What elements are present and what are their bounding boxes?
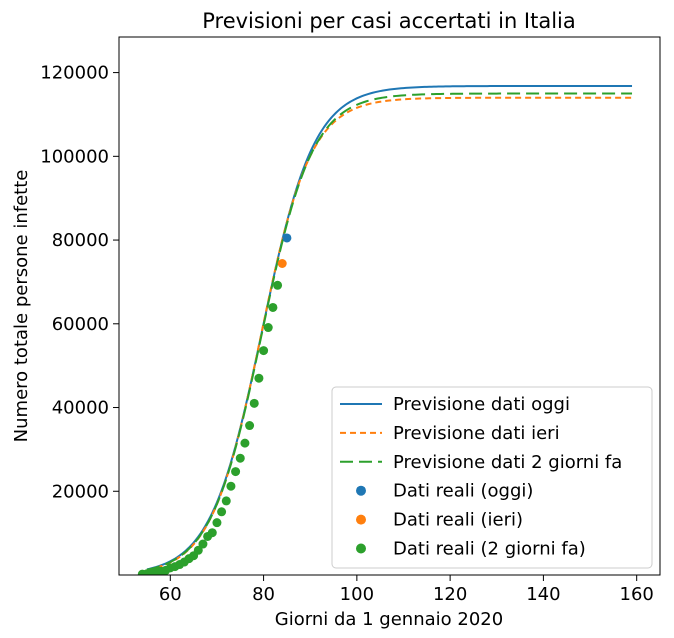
data-point-series-3 xyxy=(240,438,250,448)
data-point-series-3 xyxy=(221,496,231,506)
legend-marker-swatch xyxy=(356,543,366,554)
data-point-series-3 xyxy=(207,528,217,538)
x-tick-label: 100 xyxy=(340,584,374,605)
legend-label: Previsione dati oggi xyxy=(393,394,570,415)
y-tick-label: 60000 xyxy=(52,314,109,335)
axes-frame xyxy=(118,36,661,576)
data-point-series-3 xyxy=(273,280,283,290)
legend: Previsione dati oggi Previsione dati ieri… xyxy=(331,386,653,569)
forecast-line-3 xyxy=(146,92,633,571)
forecast-line-2 xyxy=(146,96,633,571)
x-tick-label: 140 xyxy=(526,584,560,605)
x-tick-label: 60 xyxy=(159,584,182,605)
x-tick-label: 120 xyxy=(433,584,467,605)
legend-label: Previsione dati ieri xyxy=(393,423,560,444)
data-point-series-3 xyxy=(259,346,269,356)
data-point-series-3 xyxy=(231,467,241,477)
y-axis-label: Numero totale persone infette xyxy=(11,170,32,443)
legend-label: Dati reali (oggi) xyxy=(393,481,533,502)
legend-label: Dati reali (2 giorni fa) xyxy=(393,539,586,560)
chart-title: Previsioni per casi accertati in Italia xyxy=(202,9,576,33)
data-point-series-3 xyxy=(263,323,273,333)
data-point-series-3 xyxy=(254,373,264,383)
data-point-series-3 xyxy=(249,398,259,408)
x-axis-label: Giorni da 1 gennaio 2020 xyxy=(275,609,503,630)
y-tick-label: 100000 xyxy=(40,146,109,167)
data-point-series-3 xyxy=(268,302,278,312)
plot-area xyxy=(137,84,633,575)
data-point-series-3 xyxy=(193,545,203,555)
axes: 60 80 100 120 140 160 20000 40000 60000 80000 1000… xyxy=(40,36,661,605)
data-point-series-3 xyxy=(217,507,227,517)
x-tick-label: 160 xyxy=(620,584,654,605)
y-tick-label: 120000 xyxy=(40,63,109,84)
data-point-series-3 xyxy=(212,518,222,528)
y-tick-label: 40000 xyxy=(52,398,109,419)
y-tick-label: 20000 xyxy=(52,481,109,502)
legend-marker-swatch xyxy=(356,485,366,496)
data-point-series-1 xyxy=(282,233,292,243)
y-tick-label: 80000 xyxy=(52,230,109,251)
legend-label: Previsione dati 2 giorni fa xyxy=(393,452,622,473)
plot-content xyxy=(137,84,633,575)
data-point-series-3 xyxy=(198,539,208,549)
legend-marker-swatch xyxy=(356,514,366,525)
data-point-series-3 xyxy=(226,481,236,491)
legend-label: Dati reali (ieri) xyxy=(393,510,523,531)
data-point-series-2 xyxy=(277,259,287,268)
data-point-series-3 xyxy=(235,453,245,463)
x-tick-label: 80 xyxy=(252,584,275,605)
data-point-series-3 xyxy=(245,421,255,431)
legend-box xyxy=(331,386,653,569)
